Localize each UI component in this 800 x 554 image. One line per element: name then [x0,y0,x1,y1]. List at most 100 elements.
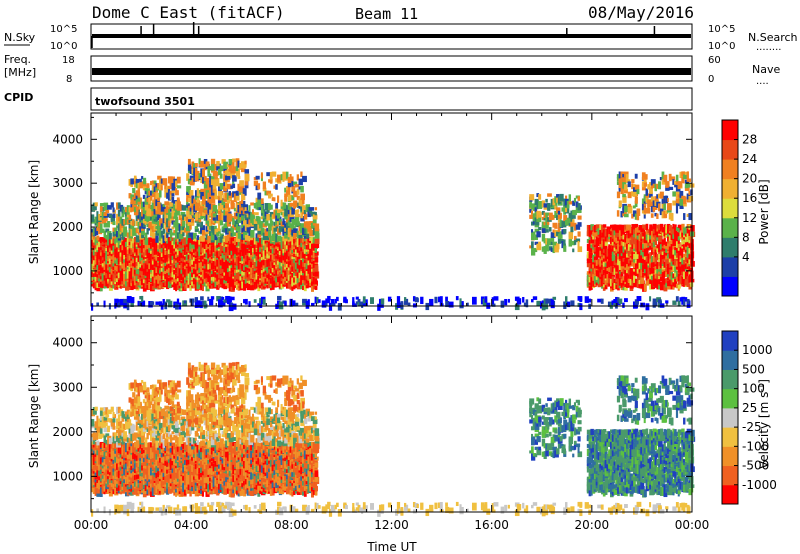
power-cell-4654 [659,254,663,259]
power-cell-1194 [196,250,200,255]
power-cell-4867 [681,251,684,257]
power-cell-2787 [175,225,180,231]
power-cell-4261 [620,236,624,242]
power-cell-2115 [278,247,281,255]
power-cell-2630 [128,214,132,220]
power-cell-1549 [228,261,232,266]
power-cell-4608 [654,227,658,231]
power-cell-2210 [287,259,290,268]
power-cell-1970 [266,259,269,267]
power-cell-3252 [137,192,141,198]
power-cell-2135 [280,247,284,254]
power-cell-3501 [210,193,216,199]
power-cell-716 [153,244,156,251]
power-cell-3190 [305,232,310,238]
power-cell-3550 [221,159,226,164]
power-cell-873 [167,252,171,258]
power-cell-3436 [198,213,201,218]
power-cell-1455 [219,247,223,252]
power-cell-4315 [626,234,630,239]
power-cell-1152 [192,253,197,261]
power-cell-3780 [545,238,548,245]
power-cell-3379 [186,200,189,205]
power-cell-2443 [309,276,312,283]
power-cell-4314 [626,236,629,244]
power-cell-4062 [602,276,606,284]
power-cell-126 [101,269,106,274]
power-cell-2703 [150,209,155,217]
power-cell-3421 [194,213,199,221]
power-cell-4225 [617,232,621,236]
power-cell-3941 [590,258,594,264]
power-cell-2687 [146,227,149,235]
power-cell-2529 [92,227,95,236]
power-cell-3653 [257,192,262,200]
power-cell-1523 [226,276,230,283]
power-cell-4169 [613,282,617,290]
power-cell-3846 [563,239,566,246]
power-cell-3593 [232,217,235,225]
power-cell-1485 [223,271,227,276]
power-cell-2231 [289,257,293,265]
power-cell-1923 [262,276,266,283]
power-cell-3656 [260,198,264,205]
power-cell-3003 [246,211,249,218]
power-cell-4287 [624,271,628,280]
power-cell-579 [141,237,144,243]
power-cell-2706 [151,233,156,239]
power-cell-405 [126,271,130,279]
power-cell-3294 [151,183,155,191]
power-cell-3031 [257,232,262,238]
power-cell-854 [166,249,169,255]
power-cell-3816 [554,210,558,219]
power-cell-433 [128,252,132,256]
power-cell-4704 [665,251,670,256]
power-cell-3815 [554,224,558,229]
power-cell-3124 [285,228,290,235]
power-cell-4522 [647,269,651,277]
power-cell-4191 [615,276,619,283]
power-cell-3080 [273,225,279,232]
power-cell-357 [121,242,124,251]
power-cell-3688 [285,171,289,179]
power-cell-2511 [314,256,319,263]
power-cell-3116 [284,233,289,239]
power-cell-2181 [285,281,289,288]
power-cell-2540 [96,211,99,218]
power-cell-4022 [599,275,604,280]
power-cell-3732 [532,247,537,252]
power-cell-624 [146,273,150,281]
power-cell-3853 [565,219,568,226]
power-cell-2885 [207,235,212,243]
power-cell-2689 [146,216,150,223]
power-cell-4276 [622,245,626,253]
power-cell-3961 [592,248,596,254]
power-cell-3275 [146,205,151,213]
power-cell-3839 [559,193,564,202]
power-cell-3360 [173,204,177,211]
power-cell-3393 [187,163,192,171]
power-cell-2623 [126,209,130,215]
power-cell-3425 [194,190,198,197]
power-cell-546 [139,269,143,276]
power-cell-3854 [565,208,570,214]
power-cell-3431 [196,197,200,203]
power-cell-269 [114,261,118,266]
power-cell-4661 [661,283,666,291]
power-cell-3821 [556,215,560,221]
power-cell-3389 [187,186,191,194]
power-cell-3375 [176,176,181,184]
power-scatter-cells [91,158,696,312]
power-cell-3545 [219,183,225,190]
power-cell-1181 [196,281,200,290]
power-cell-3074 [269,211,274,217]
power-cell-3871 [570,240,576,246]
frequency-trace [92,68,691,75]
power-cell-1332 [209,254,212,261]
power-cell-144 [103,273,107,281]
power-cell-4104 [606,266,609,271]
power-cell-4708 [665,233,669,238]
power-cell-3356 [171,188,175,194]
power-cell-4784 [672,223,675,229]
power-cell-1649 [237,261,240,270]
